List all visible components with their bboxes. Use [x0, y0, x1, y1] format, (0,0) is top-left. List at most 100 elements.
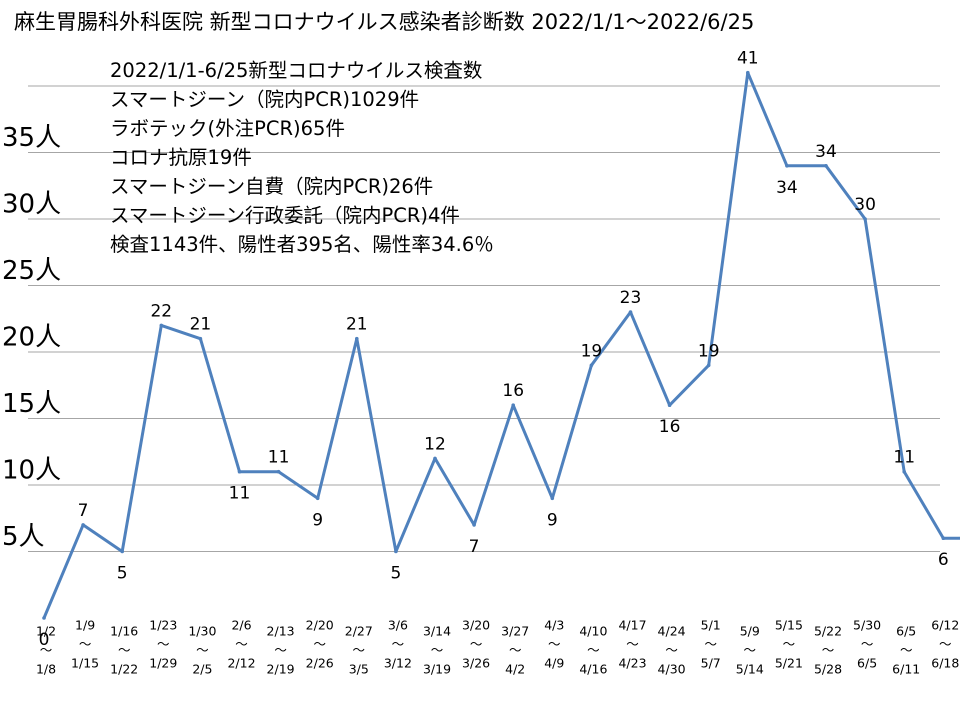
x-tick-label-line: 3/27 — [501, 624, 529, 639]
chart-title: 麻生胃腸科外科医院 新型コロナウイルス感染者診断数 2022/1/1〜2022/… — [14, 10, 755, 34]
data-label: 5 — [390, 564, 401, 584]
data-label: 11 — [893, 448, 915, 468]
data-point — [159, 323, 164, 328]
x-tick-label-line: 5/22 — [814, 624, 842, 639]
data-point — [198, 336, 203, 341]
x-tick-label-line: 2/5 — [192, 662, 212, 677]
x-tick-label-line: 3/12 — [384, 656, 412, 671]
x-tick-label-line: 2/26 — [306, 656, 334, 671]
x-tick-label-line: 3/14 — [423, 624, 451, 639]
data-label: 34 — [776, 178, 798, 198]
x-tick-label-line: 5/9 — [740, 624, 760, 639]
x-tick-label-line: 〜 — [939, 637, 952, 652]
x-tick-label-line: 6/11 — [892, 662, 920, 677]
y-tick-label: 30人 — [2, 190, 61, 220]
x-tick-label-line: 3/26 — [462, 656, 490, 671]
data-point — [355, 336, 359, 341]
x-tick-label-line: 4/16 — [579, 662, 607, 677]
x-tick-label-line: 〜 — [783, 637, 796, 652]
x-tick-label: 3/6 〜 3/12 — [384, 618, 412, 671]
x-tick-label-line: 〜 — [79, 637, 92, 652]
x-tick-label-line: 1/29 — [149, 656, 177, 671]
x-tick-label-line: 〜 — [235, 637, 248, 652]
x-tick-label-line: 〜 — [509, 643, 522, 658]
x-tick-label-line: 3/5 — [349, 662, 369, 677]
data-labels: 0 7 5 22 21 11 11 9 21 5 12 7 16 9 19 23 16 19 41 34 34 30 11 6… — [39, 49, 949, 650]
x-tick-label-line: 2/12 — [227, 656, 255, 671]
x-tick-label-line: 〜 — [665, 643, 678, 658]
data-point — [589, 363, 594, 368]
x-tick-label: 6/5 〜 6/11 — [892, 624, 920, 677]
data-label: 19 — [698, 341, 720, 361]
x-tick-label-line: 5/15 — [775, 618, 803, 633]
x-tick-label-line: 2/13 — [267, 624, 295, 639]
x-tick-label-line: 1/15 — [71, 656, 99, 671]
info-line: コロナ抗原19件 — [110, 146, 252, 169]
x-tick-label-line: 4/17 — [618, 618, 646, 633]
x-tick-label-line: 2/27 — [345, 624, 373, 639]
x-tick-label: 4/3 〜 4/9 — [544, 618, 564, 671]
y-tick-label: 20人 — [2, 323, 61, 353]
data-point — [433, 456, 437, 461]
data-point — [237, 469, 242, 474]
data-label: 34 — [815, 142, 837, 162]
x-tick-label-line: 1/30 — [188, 624, 216, 639]
y-tick-label: 5人 — [2, 522, 45, 552]
data-label: 9 — [547, 510, 558, 530]
x-tick-label-line: 〜 — [274, 643, 287, 658]
x-tick-label-line: 3/20 — [462, 618, 490, 633]
x-tick-label: 5/22 〜 5/28 — [814, 624, 842, 677]
data-label: 6 — [938, 550, 949, 570]
data-label: 7 — [78, 501, 89, 521]
data-point — [824, 164, 828, 168]
x-tick-label-line: 5/30 — [853, 618, 881, 633]
data-label: 11 — [229, 484, 251, 504]
x-tick-label-line: 〜 — [157, 637, 170, 652]
x-tick-label: 1/23 〜 1/29 — [149, 618, 177, 671]
data-label: 11 — [268, 448, 290, 468]
data-label: 22 — [150, 301, 172, 321]
data-point — [511, 403, 515, 408]
x-tick-label-line: 2/6 — [231, 618, 251, 633]
x-tick-label: 1/2 〜 1/8 — [36, 624, 56, 677]
x-tick-label: 2/27 〜 3/5 — [345, 624, 373, 677]
x-tick-label-line: 6/5 — [896, 624, 916, 639]
info-line: スマートジーン行政委託（院内PCR)4件 — [110, 204, 460, 227]
y-tick-label: 25人 — [2, 256, 61, 286]
info-line: 検査1143件、陽性者395名、陽性率34.6％ — [110, 233, 494, 256]
info-line: スマートジーン（院内PCR)1029件 — [110, 88, 420, 111]
x-tick-label: 3/20 〜 3/26 — [462, 618, 490, 671]
data-point — [394, 549, 398, 554]
data-point — [746, 70, 750, 75]
data-point — [706, 363, 711, 368]
x-tick-label-line: 6/12 — [931, 618, 959, 633]
data-label: 16 — [502, 381, 524, 401]
data-point — [941, 536, 946, 540]
x-tick-label-line: 〜 — [822, 643, 835, 658]
data-label: 9 — [312, 510, 323, 530]
data-label: 30 — [854, 195, 876, 215]
x-tick-label: 2/20 〜 2/26 — [306, 618, 334, 671]
x-tick-label-line: 4/24 — [658, 624, 686, 639]
x-tick-label: 5/30 〜 6/5 — [853, 618, 881, 671]
grid-lines — [28, 85, 940, 552]
data-point — [120, 549, 124, 554]
data-point — [902, 469, 906, 474]
x-tick-label: 4/17 〜 4/23 — [618, 618, 646, 671]
info-line: ラボテック(外注PCR)65件 — [110, 117, 345, 140]
x-tick-label-line: 5/21 — [775, 656, 803, 671]
x-tick-label-line: 〜 — [118, 643, 131, 658]
x-tick-label: 5/1 〜 5/7 — [701, 618, 721, 671]
data-label: 12 — [424, 434, 446, 454]
x-tick-label-line: 4/23 — [618, 656, 646, 671]
y-tick-label: 10人 — [2, 456, 61, 486]
data-point — [42, 616, 46, 620]
data-label: 21 — [346, 315, 368, 335]
data-points — [42, 70, 946, 620]
data-point — [81, 523, 85, 527]
x-tick-label-line: 2/20 — [306, 618, 334, 633]
x-tick-label-line: 4/10 — [579, 624, 607, 639]
x-tick-label-line: 〜 — [861, 637, 874, 652]
x-tick-label: 4/10 〜 4/16 — [579, 624, 607, 677]
x-tick-label-line: 〜 — [548, 637, 561, 652]
